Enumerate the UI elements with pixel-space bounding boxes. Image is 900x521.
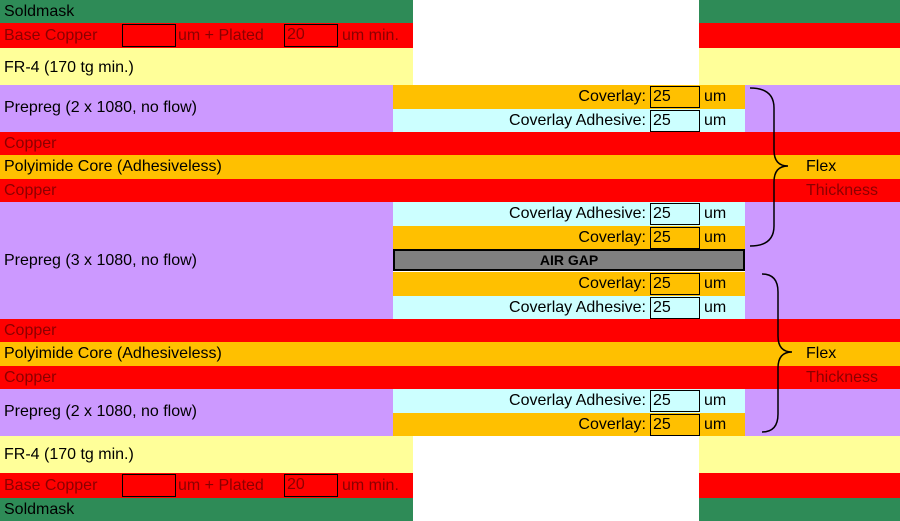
prepreg-top-label: Prepreg (2 x 1080, no flow) [4, 99, 197, 116]
copper-flex2-top-label: Copper [4, 322, 57, 339]
copper-layer-flex2-bottom [0, 366, 900, 389]
copper-flex2-bottom-label: Copper [4, 369, 57, 386]
base-copper-bottom-value[interactable] [122, 474, 176, 497]
coverlay-row-5-label: Coverlay: [578, 275, 646, 292]
prepreg-layer-middle [0, 202, 393, 319]
base-copper-bottom-plated-label: um + Plated [178, 477, 264, 494]
soldmask-layer-top [0, 0, 413, 23]
flex-label-1-line1: Flex [806, 158, 837, 175]
base-copper-top-plated-value[interactable]: 20 [284, 24, 338, 47]
coverlay-row-1-label: Coverlay: [578, 88, 646, 105]
base-copper-layer-bottom-right [699, 473, 900, 498]
copper-layer-flex1-bottom [0, 179, 900, 202]
soldmask-layer-bottom-right [699, 498, 900, 521]
coverlay-adhesive-row-3 [393, 202, 745, 226]
base-copper-layer-top [0, 23, 413, 48]
coverlay-row-2-label: Coverlay Adhesive: [509, 112, 646, 129]
soldmask-bottom-label: Soldmask [4, 501, 75, 518]
polyimide-core-flex1 [0, 155, 900, 179]
coverlay-row-4 [393, 226, 745, 249]
prepreg-layer-bottom [0, 389, 393, 436]
fr4-bottom-label: FR-4 (170 tg min.) [4, 446, 134, 463]
coverlay-row-8-unit: um [704, 416, 727, 433]
coverlay-row-6-value[interactable]: 25 [650, 297, 700, 319]
fr4-top-label: FR-4 (170 tg min.) [4, 59, 134, 76]
base-copper-bottom-plated-value[interactable]: 20 [284, 474, 338, 497]
fr4-layer-top-right [699, 48, 900, 85]
coverlay-row-4-unit: um [704, 229, 727, 246]
flex-brace-top [749, 87, 789, 247]
flex-label-2-line2: Thickness [806, 369, 879, 386]
air-gap: AIR GAP [393, 249, 745, 271]
prepreg-layer-top [0, 85, 393, 132]
coverlay-row-3-value[interactable]: 25 [650, 203, 700, 225]
flex-brace-bottom [761, 273, 793, 433]
coverlay-row-5-value[interactable]: 25 [650, 273, 700, 295]
coverlay-adhesive-row-7 [393, 389, 745, 413]
prepreg-layer-bottom-right [745, 389, 900, 436]
base-copper-top-label: Base Copper [4, 27, 98, 44]
coverlay-adhesive-row-2 [393, 109, 745, 132]
coverlay-row-3-unit: um [704, 205, 727, 222]
coverlay-row-6-label: Coverlay Adhesive: [509, 299, 646, 316]
base-copper-top-plated-label: um + Plated [178, 27, 264, 44]
coverlay-row-3-label: Coverlay Adhesive: [509, 205, 646, 222]
base-copper-layer-top-right [699, 23, 900, 48]
coverlay-row-1-value[interactable]: 25 [650, 86, 700, 108]
soldmask-layer-bottom [0, 498, 413, 521]
copper-layer-flex1-top [0, 132, 900, 155]
prepreg-bottom-label: Prepreg (2 x 1080, no flow) [4, 403, 197, 420]
coverlay-row-7-label: Coverlay Adhesive: [509, 392, 646, 409]
coverlay-row-7-unit: um [704, 392, 727, 409]
prepreg-middle-label: Prepreg (3 x 1080, no flow) [4, 252, 197, 269]
copper-flex1-bottom-label: Copper [4, 182, 57, 199]
coverlay-row-5 [393, 272, 745, 296]
flex-label-1-line2: Thickness [806, 182, 879, 199]
flex-label-2-line1: Flex [806, 345, 837, 362]
soldmask-top-label: Soldmask [4, 3, 75, 20]
polyimide-core-flex2 [0, 342, 900, 366]
coverlay-row-2-value[interactable]: 25 [650, 110, 700, 132]
copper-layer-flex2-top [0, 319, 900, 342]
fr4-layer-bottom-right [699, 436, 900, 473]
fr4-layer-top [0, 48, 413, 85]
coverlay-row-7-value[interactable]: 25 [650, 390, 700, 412]
coverlay-adhesive-row-6 [393, 296, 745, 319]
soldmask-layer-top-right [699, 0, 900, 23]
coverlay-row-5-unit: um [704, 275, 727, 292]
base-copper-layer-bottom [0, 473, 413, 498]
coverlay-row-6-unit: um [704, 299, 727, 316]
fr4-layer-bottom [0, 436, 413, 473]
coverlay-row-8-label: Coverlay: [578, 416, 646, 433]
coverlay-row-8-value[interactable]: 25 [650, 414, 700, 436]
base-copper-bottom-suffix: um min. [342, 477, 399, 494]
coverlay-row-1-unit: um [704, 88, 727, 105]
coverlay-row-1 [393, 85, 745, 109]
base-copper-top-suffix: um min. [342, 27, 399, 44]
prepreg-layer-middle-right [745, 202, 900, 319]
base-copper-bottom-label: Base Copper [4, 477, 98, 494]
polyimide-core-flex1-label: Polyimide Core (Adhesiveless) [4, 158, 222, 175]
coverlay-row-4-value[interactable]: 25 [650, 227, 700, 249]
coverlay-row-4-label: Coverlay: [578, 229, 646, 246]
coverlay-row-2-unit: um [704, 112, 727, 129]
coverlay-row-8 [393, 413, 745, 436]
base-copper-top-value[interactable] [122, 24, 176, 47]
prepreg-layer-top-right [745, 85, 900, 132]
copper-flex1-top-label: Copper [4, 135, 57, 152]
polyimide-core-flex2-label: Polyimide Core (Adhesiveless) [4, 345, 222, 362]
